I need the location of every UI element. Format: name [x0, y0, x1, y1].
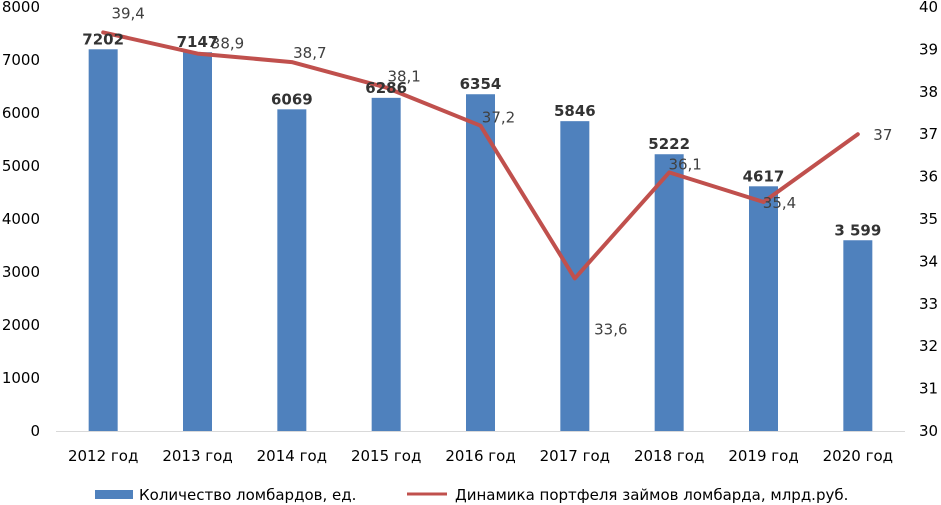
line-data-label: 36,1	[668, 155, 701, 173]
y-right-tick-label: 31	[919, 380, 938, 398]
line-data-label: 38,7	[293, 44, 326, 62]
line-data-label: 38,1	[387, 68, 420, 86]
bar-series	[88, 49, 873, 432]
line-data-label: 38,9	[211, 35, 244, 53]
line-data-label: 39,4	[111, 4, 144, 22]
y-left-tick-label: 0	[30, 422, 40, 440]
y-right-tick-label: 34	[919, 252, 938, 270]
legend-bar-swatch	[95, 490, 133, 499]
y-right-axis: 30 31 32 33 34 35 36 37 38 39 40	[919, 0, 938, 440]
bar-data-label: 7202	[82, 30, 124, 48]
line-series	[101, 30, 860, 281]
legend: Количество ломбардов, ед. Динамика портф…	[95, 486, 848, 504]
y-right-tick-label: 38	[919, 83, 938, 101]
bar	[277, 109, 307, 431]
y-left-axis: 0 1000 2000 3000 4000 5000 6000 7000 8000	[2, 0, 40, 440]
y-left-tick-label: 5000	[2, 157, 40, 175]
y-right-tick-label: 30	[919, 422, 938, 440]
line-data-labels: 39,4 38,9 38,7 38,1 37,2 33,6 36,1 35,4 37	[111, 4, 892, 338]
bar-data-label: 7147	[177, 33, 219, 51]
x-tick-label: 2018 год	[634, 447, 704, 465]
bar-data-label: 6354	[460, 75, 502, 93]
bar-data-label: 6286	[365, 79, 407, 97]
x-axis: 2012 год 2013 год 2014 год 2015 год 2016 год…	[56, 431, 905, 465]
bar	[843, 240, 873, 431]
y-left-tick-label: 7000	[2, 51, 40, 69]
x-tick-label: 2020 год	[823, 447, 893, 465]
x-tick-label: 2019 год	[728, 447, 798, 465]
bar-data-label: 4617	[743, 167, 785, 185]
x-tick-label: 2015 год	[351, 447, 421, 465]
y-left-tick-label: 1000	[2, 369, 40, 387]
bar	[749, 186, 778, 431]
line-data-label: 37,2	[482, 109, 515, 127]
y-right-tick-label: 40	[919, 0, 938, 16]
bar-data-label: 3 599	[834, 221, 881, 239]
y-left-tick-label: 3000	[2, 263, 40, 281]
y-right-tick-label: 39	[919, 40, 938, 58]
y-right-tick-label: 36	[919, 168, 938, 186]
y-left-tick-label: 4000	[2, 210, 40, 228]
line-data-label: 33,6	[594, 320, 627, 338]
x-tick-label: 2017 год	[540, 447, 610, 465]
y-right-tick-label: 35	[919, 210, 938, 228]
bar-data-label: 5222	[648, 135, 690, 153]
y-right-tick-label: 37	[919, 125, 938, 143]
y-right-tick-label: 33	[919, 295, 938, 313]
line-data-label: 35,4	[763, 194, 796, 212]
bar	[654, 154, 684, 431]
bar-data-labels: 7202 7147 6069 6286 6354 5846 5222 4617 3 599	[82, 30, 881, 239]
legend-line-label: Динамика портфеля займов ломбарда, млрд.…	[455, 486, 848, 504]
bar	[371, 97, 401, 431]
y-left-tick-label: 6000	[2, 104, 40, 122]
bar	[88, 49, 118, 431]
bar-data-label: 6069	[271, 90, 313, 108]
bar	[183, 52, 212, 432]
legend-bar-label: Количество ломбардов, ед.	[139, 486, 356, 504]
bar	[466, 94, 495, 431]
series-line	[101, 30, 860, 281]
bar-data-label: 5846	[554, 102, 596, 120]
y-left-tick-label: 2000	[2, 316, 40, 334]
y-right-tick-label: 32	[919, 337, 938, 355]
x-tick-label: 2012 год	[68, 447, 138, 465]
line-data-label: 37	[873, 126, 892, 144]
x-tick-label: 2014 год	[257, 447, 327, 465]
x-tick-label: 2016 год	[445, 447, 515, 465]
x-tick-label: 2013 год	[162, 447, 232, 465]
y-left-tick-label: 8000	[2, 0, 40, 16]
